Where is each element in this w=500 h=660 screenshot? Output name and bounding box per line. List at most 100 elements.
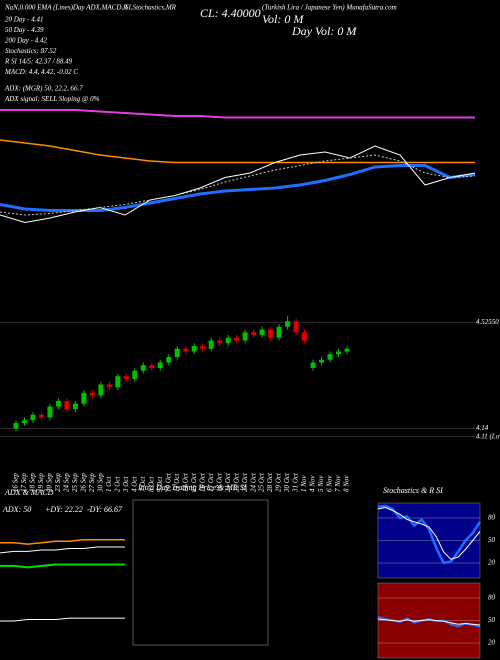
panel-label: ADX: 50: [2, 505, 31, 514]
x-tick-label: 7 Nov: [334, 475, 342, 492]
candle-body: [234, 337, 240, 341]
candle-body: [30, 414, 36, 421]
x-tick-label: 1 Oct: [105, 476, 113, 492]
y-tick-label: 20: [488, 559, 496, 567]
y-tick-label: 80: [488, 594, 496, 602]
y-tick-label: 50: [488, 616, 496, 624]
candle-body: [319, 359, 325, 363]
series-line: [0, 563, 125, 569]
candle-body: [208, 340, 214, 349]
panel-title: Stochastics & R SI: [383, 486, 443, 495]
series-line: [377, 506, 481, 560]
x-tick-label: 25 Oct: [258, 472, 266, 492]
indicator-line: R SI 14/5: 42.37 / 88.49: [4, 58, 73, 66]
y-tick-label: 50: [488, 536, 496, 544]
candle-body: [276, 326, 282, 338]
x-tick-label: 2 Oct: [113, 476, 121, 492]
candle-body: [157, 362, 163, 368]
x-tick-label: 23 Sep: [54, 473, 62, 492]
x-tick-label: 30 Oct: [283, 472, 291, 493]
series-line: [0, 539, 125, 545]
x-tick-label: 1 Nov: [300, 475, 308, 492]
x-tick-label: 9 Oct: [156, 476, 164, 492]
series-line: [0, 546, 125, 554]
indicator-line: 20 Day - 4.41: [5, 16, 44, 24]
x-tick-label: 6 Nov: [326, 475, 334, 492]
candle-body: [123, 376, 129, 379]
volume-label: Vol: 0 M: [262, 12, 304, 26]
x-tick-label: 18 Sep: [29, 473, 37, 492]
y-tick-label: 4.14: [476, 424, 489, 432]
x-tick-label: 4 Oct: [130, 476, 138, 492]
header-label: NaN,0.000 EMA (Lines)Day ADX,MACD,R: [4, 4, 128, 12]
x-tick-label: 15 Oct: [190, 472, 198, 492]
panel-label: +DY: 22.22: [45, 505, 83, 514]
x-tick-label: 17 Sep: [20, 473, 28, 492]
candle-body: [344, 348, 350, 352]
candle-body: [217, 340, 223, 344]
x-tick-label: 26 Sep: [80, 473, 88, 492]
x-tick-label: 31 Oct: [292, 472, 300, 493]
x-tick-label: 8 Oct: [147, 476, 155, 492]
candle-body: [21, 420, 27, 423]
candle-body: [13, 423, 19, 429]
y-tick-label: 20: [488, 639, 496, 647]
x-tick-label: 22 Oct: [232, 472, 240, 492]
x-tick-label: 17 Oct: [207, 472, 215, 492]
candle-body: [140, 365, 146, 371]
series-line: [0, 164, 476, 212]
candle-body: [132, 370, 138, 379]
candle-body: [47, 406, 53, 418]
candle-body: [336, 351, 342, 355]
y-tick-label: 4.52550: [476, 318, 499, 326]
panel-frame: [132, 499, 269, 646]
series-line: [0, 617, 125, 622]
candle-body: [149, 365, 155, 368]
candle-body: [302, 332, 308, 341]
y-tick-label: 4.11 (Low): [476, 432, 500, 440]
x-tick-label: 8 Nov: [343, 475, 351, 492]
header-label: (Turkish Lira / Japanese Yen) MunafaSutr…: [262, 4, 397, 12]
indicator-line: Stochastics: 87.52: [5, 47, 57, 55]
x-tick-label: 19 Sep: [37, 473, 45, 492]
panel-title: ADX & MACD: [4, 488, 54, 497]
x-tick-label: 20 Sep: [46, 473, 54, 492]
x-tick-label: 27 Sep: [88, 473, 96, 492]
x-tick-label: 18 Oct: [215, 472, 223, 492]
x-tick-label: 30 Sep: [96, 473, 104, 493]
candle-body: [174, 348, 180, 357]
x-tick-label: 16 Sep: [12, 473, 20, 492]
series-line: [0, 145, 476, 224]
volume-label: Day Vol: 0 M: [291, 24, 357, 38]
series-line: [0, 154, 476, 216]
candle-body: [191, 346, 197, 352]
candle-body: [81, 392, 87, 404]
x-tick-label: 21 Oct: [224, 472, 232, 492]
panel-label: -DY: 66.67: [87, 505, 123, 514]
candle-body: [242, 332, 248, 341]
candle-body: [310, 362, 316, 368]
candle-body: [72, 403, 78, 410]
series-line: [0, 109, 475, 119]
panel-title: Intra Day Trading Price & MR SI: [137, 483, 247, 492]
x-tick-label: 7 Oct: [139, 476, 147, 492]
x-tick-label: 28 Oct: [266, 472, 274, 492]
x-tick-label: 23 Oct: [241, 472, 249, 492]
candle-body: [293, 321, 299, 333]
x-tick-label: 16 Oct: [198, 472, 206, 492]
x-tick-label: 29 Oct: [275, 472, 283, 492]
candle-body: [183, 348, 189, 352]
indicator-line: ADX signal: SELL Sloping @ 0%: [4, 95, 100, 103]
candle-body: [285, 321, 291, 327]
candle-body: [38, 414, 44, 418]
candle-body: [327, 354, 333, 360]
x-tick-label: 5 Nov: [317, 475, 325, 492]
candle-body: [64, 401, 70, 410]
candle-body: [259, 329, 265, 335]
header-label: SI,Stochastics,MR: [125, 4, 177, 12]
x-tick-label: 10 Oct: [164, 472, 172, 492]
candle-body: [225, 337, 231, 344]
x-tick-label: 24 Oct: [249, 472, 257, 492]
candle-body: [268, 329, 274, 338]
